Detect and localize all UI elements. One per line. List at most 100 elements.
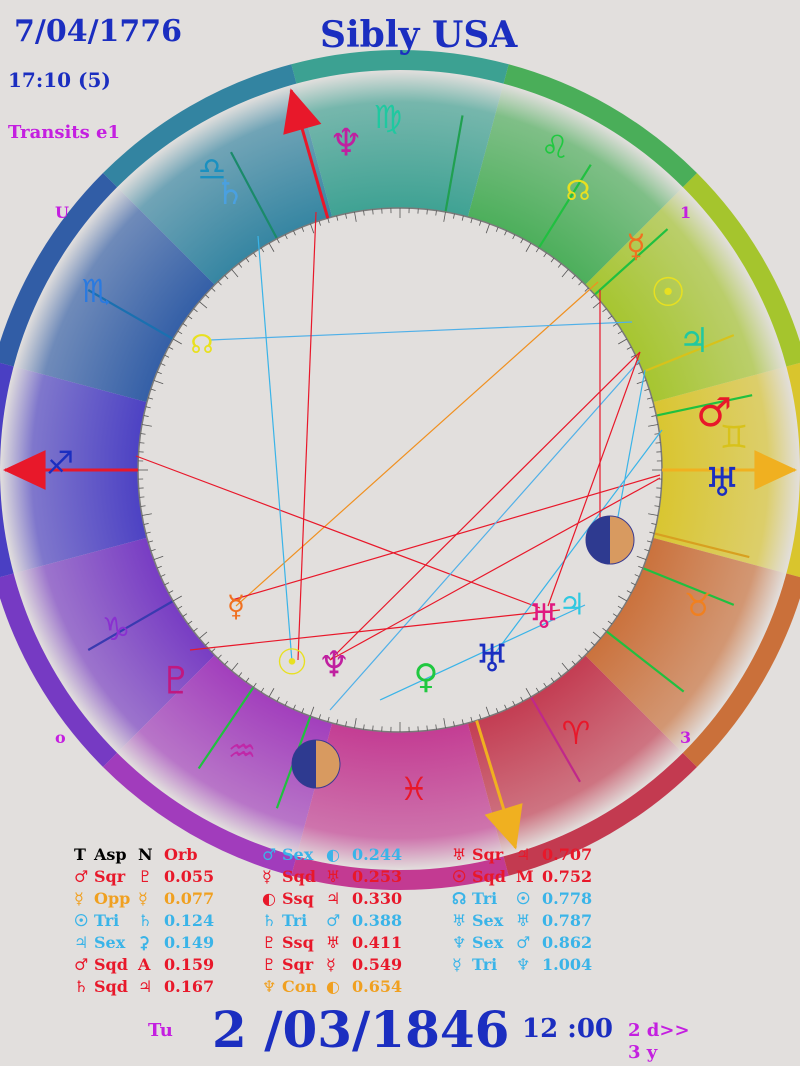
aspect-n: ♂	[516, 933, 531, 952]
aspect-row: ♂ Sqd A 0.159	[74, 954, 224, 976]
step-days-button[interactable]: 2 d>>	[628, 1020, 690, 1041]
aspect-t: ☉	[452, 867, 467, 886]
transit-time[interactable]: 12 :00	[522, 1014, 614, 1044]
planet-icon: ♃	[679, 321, 709, 361]
planet-icon: ♇	[159, 658, 193, 702]
aspect-n: ♅	[516, 911, 531, 930]
aspect-t: ☊	[452, 889, 467, 908]
aspect-line	[135, 455, 541, 609]
house-cusps	[87, 115, 753, 809]
aspect-row: ♄ Tri ♂ 0.388	[262, 910, 412, 932]
house-cusp-line	[87, 600, 174, 651]
aspect-asp: Sqd	[282, 867, 316, 886]
zodiac-sign-icon: ♒	[228, 732, 257, 770]
house-cusp-line	[642, 334, 735, 373]
natal-date: 7/04/1776	[14, 14, 183, 49]
zodiac-sign-icon: ♐	[46, 444, 75, 482]
planet-icon: ☉	[650, 270, 686, 316]
aspect-asp: Sqr	[472, 845, 504, 864]
header-orb: Orb	[164, 845, 198, 864]
weekday: Tu	[148, 1020, 173, 1041]
aspect-asp: Sex	[472, 933, 504, 952]
aspect-row: ☿ Tri ♆ 1.004	[452, 954, 602, 976]
aspect-orb: 0.159	[164, 955, 215, 974]
aspect-row: ♃ Sex ⚳ 0.149	[74, 932, 224, 954]
natal-time: 17:10 (5)	[8, 68, 111, 92]
aspect-line	[379, 604, 586, 701]
aspect-n: ♅	[326, 867, 341, 886]
aspect-orb: 0.330	[352, 889, 403, 908]
aspect-n: M	[516, 867, 534, 886]
aspect-row: ♆ Sex ♂ 0.862	[452, 932, 602, 954]
aspect-asp: Tri	[472, 955, 498, 974]
zodiac-sign-icon: ♈	[562, 714, 591, 752]
aspect-asp: Con	[282, 977, 318, 996]
zodiac-sign-icon: ♑	[102, 610, 131, 648]
aspect-asp: Sqr	[94, 867, 126, 886]
aspect-line	[489, 429, 663, 661]
aspect-asp: Tri	[282, 911, 308, 930]
aspect-line	[235, 281, 599, 607]
zodiac-sign-icon: ♌	[541, 128, 570, 166]
aspect-asp: Sqd	[94, 955, 128, 974]
planet-icon: ♆	[329, 120, 363, 164]
aspect-asp: Sex	[282, 845, 314, 864]
aspect-line	[189, 609, 561, 651]
aspect-t: ♅	[452, 911, 467, 930]
house-label-3: 3	[680, 728, 691, 747]
aspect-t: ☿	[452, 955, 462, 974]
aspect-n: ☿	[326, 955, 336, 974]
aspect-asp: Ssq	[282, 933, 314, 952]
planet-icon: ☿	[227, 590, 245, 625]
planet-glyphs: ♆♄ ☊☊☿☉♃♂♅☿ ♅ ♃♀ ♅♆☉♇	[159, 120, 740, 789]
house-cusp-line	[642, 567, 735, 606]
aspect-asp: Tri	[472, 889, 498, 908]
aspect-t: ♇	[262, 933, 277, 952]
planet-icon: ☿	[626, 227, 646, 265]
aspect-n: ♅	[326, 933, 341, 952]
house-label-1: 1	[680, 203, 691, 222]
aspect-t: ♅	[452, 845, 467, 864]
house-cusp-line	[530, 696, 581, 783]
house-cusp-line	[537, 164, 592, 249]
aspect-table-column-1: T Asp N Orb ♂ Sqr ♇ 0.055 ☿ Opp ☿ 0.077 ☉ Tri ♄ 0.124 ♃…	[74, 844, 224, 998]
aspect-n: ♂	[326, 911, 341, 930]
aspect-row: ♇ Sqr ☿ 0.549	[262, 954, 412, 976]
aspect-n: ♃	[326, 889, 341, 908]
house-label-0: o	[55, 728, 66, 747]
planet-icon: ☉	[276, 643, 308, 684]
aspect-row: ☊ Tri ☉ 0.778	[452, 888, 602, 910]
aspect-table-header: T Asp N Orb	[74, 844, 224, 866]
house-cusp-line	[653, 532, 750, 559]
aspect-row: ♄ Sqd ♃ 0.167	[74, 976, 224, 998]
aspect-orb: 0.752	[542, 867, 593, 886]
aspect-orb: 0.167	[164, 977, 215, 996]
step-years-button[interactable]: 3 y	[628, 1042, 658, 1063]
chart-title: Sibly USA	[320, 14, 518, 56]
aspect-t: ♃	[74, 933, 89, 952]
aspect-t: ☿	[262, 867, 272, 886]
aspect-table-column-2: ♂ Sex ◐ 0.244 ☿ Sqd ♅ 0.253 ◐ Ssq ♃ 0.330 ♄ Tri ♂ 0.388…	[262, 844, 412, 998]
aspect-row: ♂ Sex ◐ 0.244	[262, 844, 412, 866]
aspect-lines	[135, 211, 663, 711]
aspect-t: ♄	[262, 911, 277, 930]
aspect-t: ♇	[262, 955, 277, 974]
aspect-n: ◐	[326, 977, 340, 996]
axis-arrowhead	[3, 450, 46, 490]
aspect-orb: 0.244	[352, 845, 403, 864]
aspect-row: ♂ Sqr ♇ 0.055	[74, 866, 224, 888]
aspect-t: ♂	[74, 867, 89, 886]
transit-date[interactable]: 2 /03/1846	[212, 1000, 510, 1059]
aspect-asp: Sex	[472, 911, 504, 930]
aspect-n: ♆	[516, 955, 531, 974]
axis-arrowhead	[283, 88, 322, 135]
aspect-row: ♅ Sex ♅ 0.787	[452, 910, 602, 932]
aspect-line	[329, 359, 641, 711]
aspect-n: ♇	[138, 867, 153, 886]
axis-arrowhead	[754, 450, 797, 490]
aspect-row: ☿ Opp ☿ 0.077	[74, 888, 224, 910]
house-cusp-line	[444, 115, 464, 213]
house-cusp-line	[230, 151, 278, 240]
zodiac-sign-icon: ♎	[198, 150, 227, 188]
